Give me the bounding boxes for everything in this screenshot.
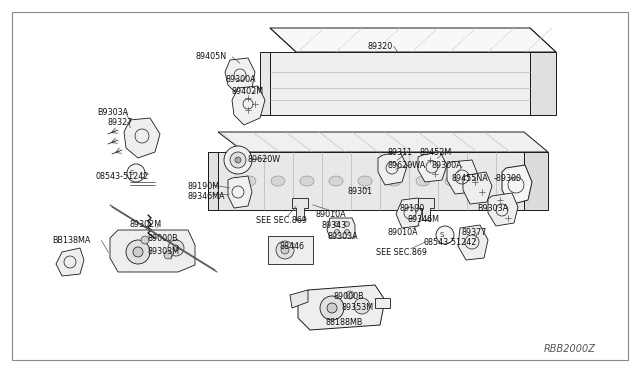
Polygon shape [463, 172, 492, 204]
Text: 89327: 89327 [107, 118, 132, 127]
Text: S: S [130, 170, 134, 176]
Circle shape [230, 152, 246, 168]
Polygon shape [260, 52, 270, 115]
Polygon shape [298, 285, 385, 330]
Text: RBB2000Z: RBB2000Z [544, 344, 596, 354]
Text: 89300A: 89300A [226, 75, 257, 84]
Circle shape [346, 291, 354, 299]
Ellipse shape [387, 176, 401, 186]
Text: 89346MA: 89346MA [188, 192, 225, 201]
Polygon shape [270, 28, 556, 52]
Text: 89405N: 89405N [195, 52, 226, 61]
Polygon shape [228, 176, 252, 208]
Text: 89620WA: 89620WA [388, 161, 426, 170]
Text: 89320: 89320 [368, 42, 393, 51]
Circle shape [168, 240, 184, 256]
Circle shape [141, 236, 149, 244]
Polygon shape [56, 248, 84, 276]
Polygon shape [327, 218, 355, 238]
Circle shape [235, 157, 241, 163]
Polygon shape [270, 52, 530, 115]
Text: 89346M: 89346M [408, 215, 440, 224]
Circle shape [173, 245, 179, 251]
Ellipse shape [242, 176, 256, 186]
Polygon shape [418, 198, 434, 220]
Polygon shape [396, 198, 422, 228]
Text: B9303A: B9303A [477, 204, 508, 213]
Circle shape [335, 221, 339, 227]
Circle shape [127, 164, 145, 182]
Polygon shape [488, 193, 518, 226]
Text: 89452M: 89452M [419, 148, 451, 157]
Ellipse shape [358, 176, 372, 186]
Polygon shape [225, 58, 255, 95]
Ellipse shape [300, 176, 314, 186]
Text: 89010A: 89010A [388, 228, 419, 237]
Polygon shape [378, 152, 407, 185]
Polygon shape [218, 152, 524, 210]
Text: 89620W: 89620W [248, 155, 281, 164]
Circle shape [126, 240, 150, 264]
Text: 89402M: 89402M [232, 87, 264, 96]
Text: 89010A: 89010A [316, 210, 347, 219]
Text: B9303A: B9303A [97, 108, 128, 117]
Text: 88446: 88446 [280, 242, 305, 251]
Circle shape [133, 247, 143, 257]
Polygon shape [208, 152, 218, 210]
Polygon shape [447, 160, 478, 194]
Text: 89353M: 89353M [342, 303, 374, 312]
Text: SEE SEC.869: SEE SEC.869 [256, 216, 307, 225]
Polygon shape [232, 86, 265, 125]
Text: S: S [439, 232, 444, 238]
Polygon shape [292, 198, 308, 220]
Circle shape [335, 230, 339, 234]
Text: 08543-51242: 08543-51242 [424, 238, 477, 247]
Text: 08543-51242: 08543-51242 [96, 172, 149, 181]
Ellipse shape [271, 176, 285, 186]
Polygon shape [110, 230, 195, 272]
Text: 89303A: 89303A [328, 232, 358, 241]
Text: 89190: 89190 [400, 204, 425, 213]
Circle shape [344, 221, 349, 227]
Circle shape [436, 226, 454, 244]
Text: 89301: 89301 [348, 187, 373, 196]
Ellipse shape [445, 176, 459, 186]
Text: -89300: -89300 [494, 174, 522, 183]
Circle shape [224, 146, 252, 174]
Ellipse shape [329, 176, 343, 186]
Circle shape [344, 230, 349, 234]
Circle shape [327, 303, 337, 313]
Circle shape [354, 298, 370, 314]
Polygon shape [502, 165, 532, 205]
Circle shape [164, 251, 172, 259]
Polygon shape [375, 298, 390, 308]
Text: 89377: 89377 [462, 228, 488, 237]
Text: 89311: 89311 [388, 148, 413, 157]
Polygon shape [290, 290, 308, 308]
Polygon shape [458, 225, 488, 260]
Text: BB138MA: BB138MA [52, 236, 90, 245]
Circle shape [320, 296, 344, 320]
Text: 89300A: 89300A [432, 161, 463, 170]
Circle shape [276, 241, 294, 259]
Ellipse shape [474, 176, 488, 186]
Circle shape [281, 246, 289, 254]
Polygon shape [418, 152, 447, 182]
Text: 89190M: 89190M [188, 182, 220, 191]
Text: 88188MB: 88188MB [326, 318, 364, 327]
Text: SEE SEC.869: SEE SEC.869 [376, 248, 427, 257]
Polygon shape [218, 132, 548, 152]
Text: 89343: 89343 [322, 221, 347, 230]
Text: 89000B: 89000B [333, 292, 364, 301]
Text: 89000B: 89000B [148, 234, 179, 243]
Text: 89302M: 89302M [130, 220, 162, 229]
Text: 89303M: 89303M [148, 247, 180, 256]
Bar [268, 236, 313, 264]
Ellipse shape [416, 176, 430, 186]
Polygon shape [124, 118, 160, 158]
Polygon shape [530, 52, 556, 115]
Text: 89455NA: 89455NA [451, 174, 488, 183]
Polygon shape [524, 152, 548, 210]
